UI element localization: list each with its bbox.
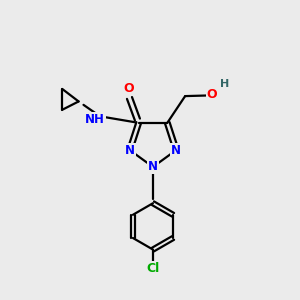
Text: O: O — [207, 88, 217, 101]
Text: N: N — [148, 160, 158, 173]
Text: NH: NH — [85, 113, 105, 126]
Text: O: O — [123, 82, 134, 94]
Text: N: N — [125, 144, 135, 157]
Text: N: N — [171, 144, 181, 157]
Text: Cl: Cl — [146, 262, 160, 275]
Text: H: H — [220, 79, 230, 89]
